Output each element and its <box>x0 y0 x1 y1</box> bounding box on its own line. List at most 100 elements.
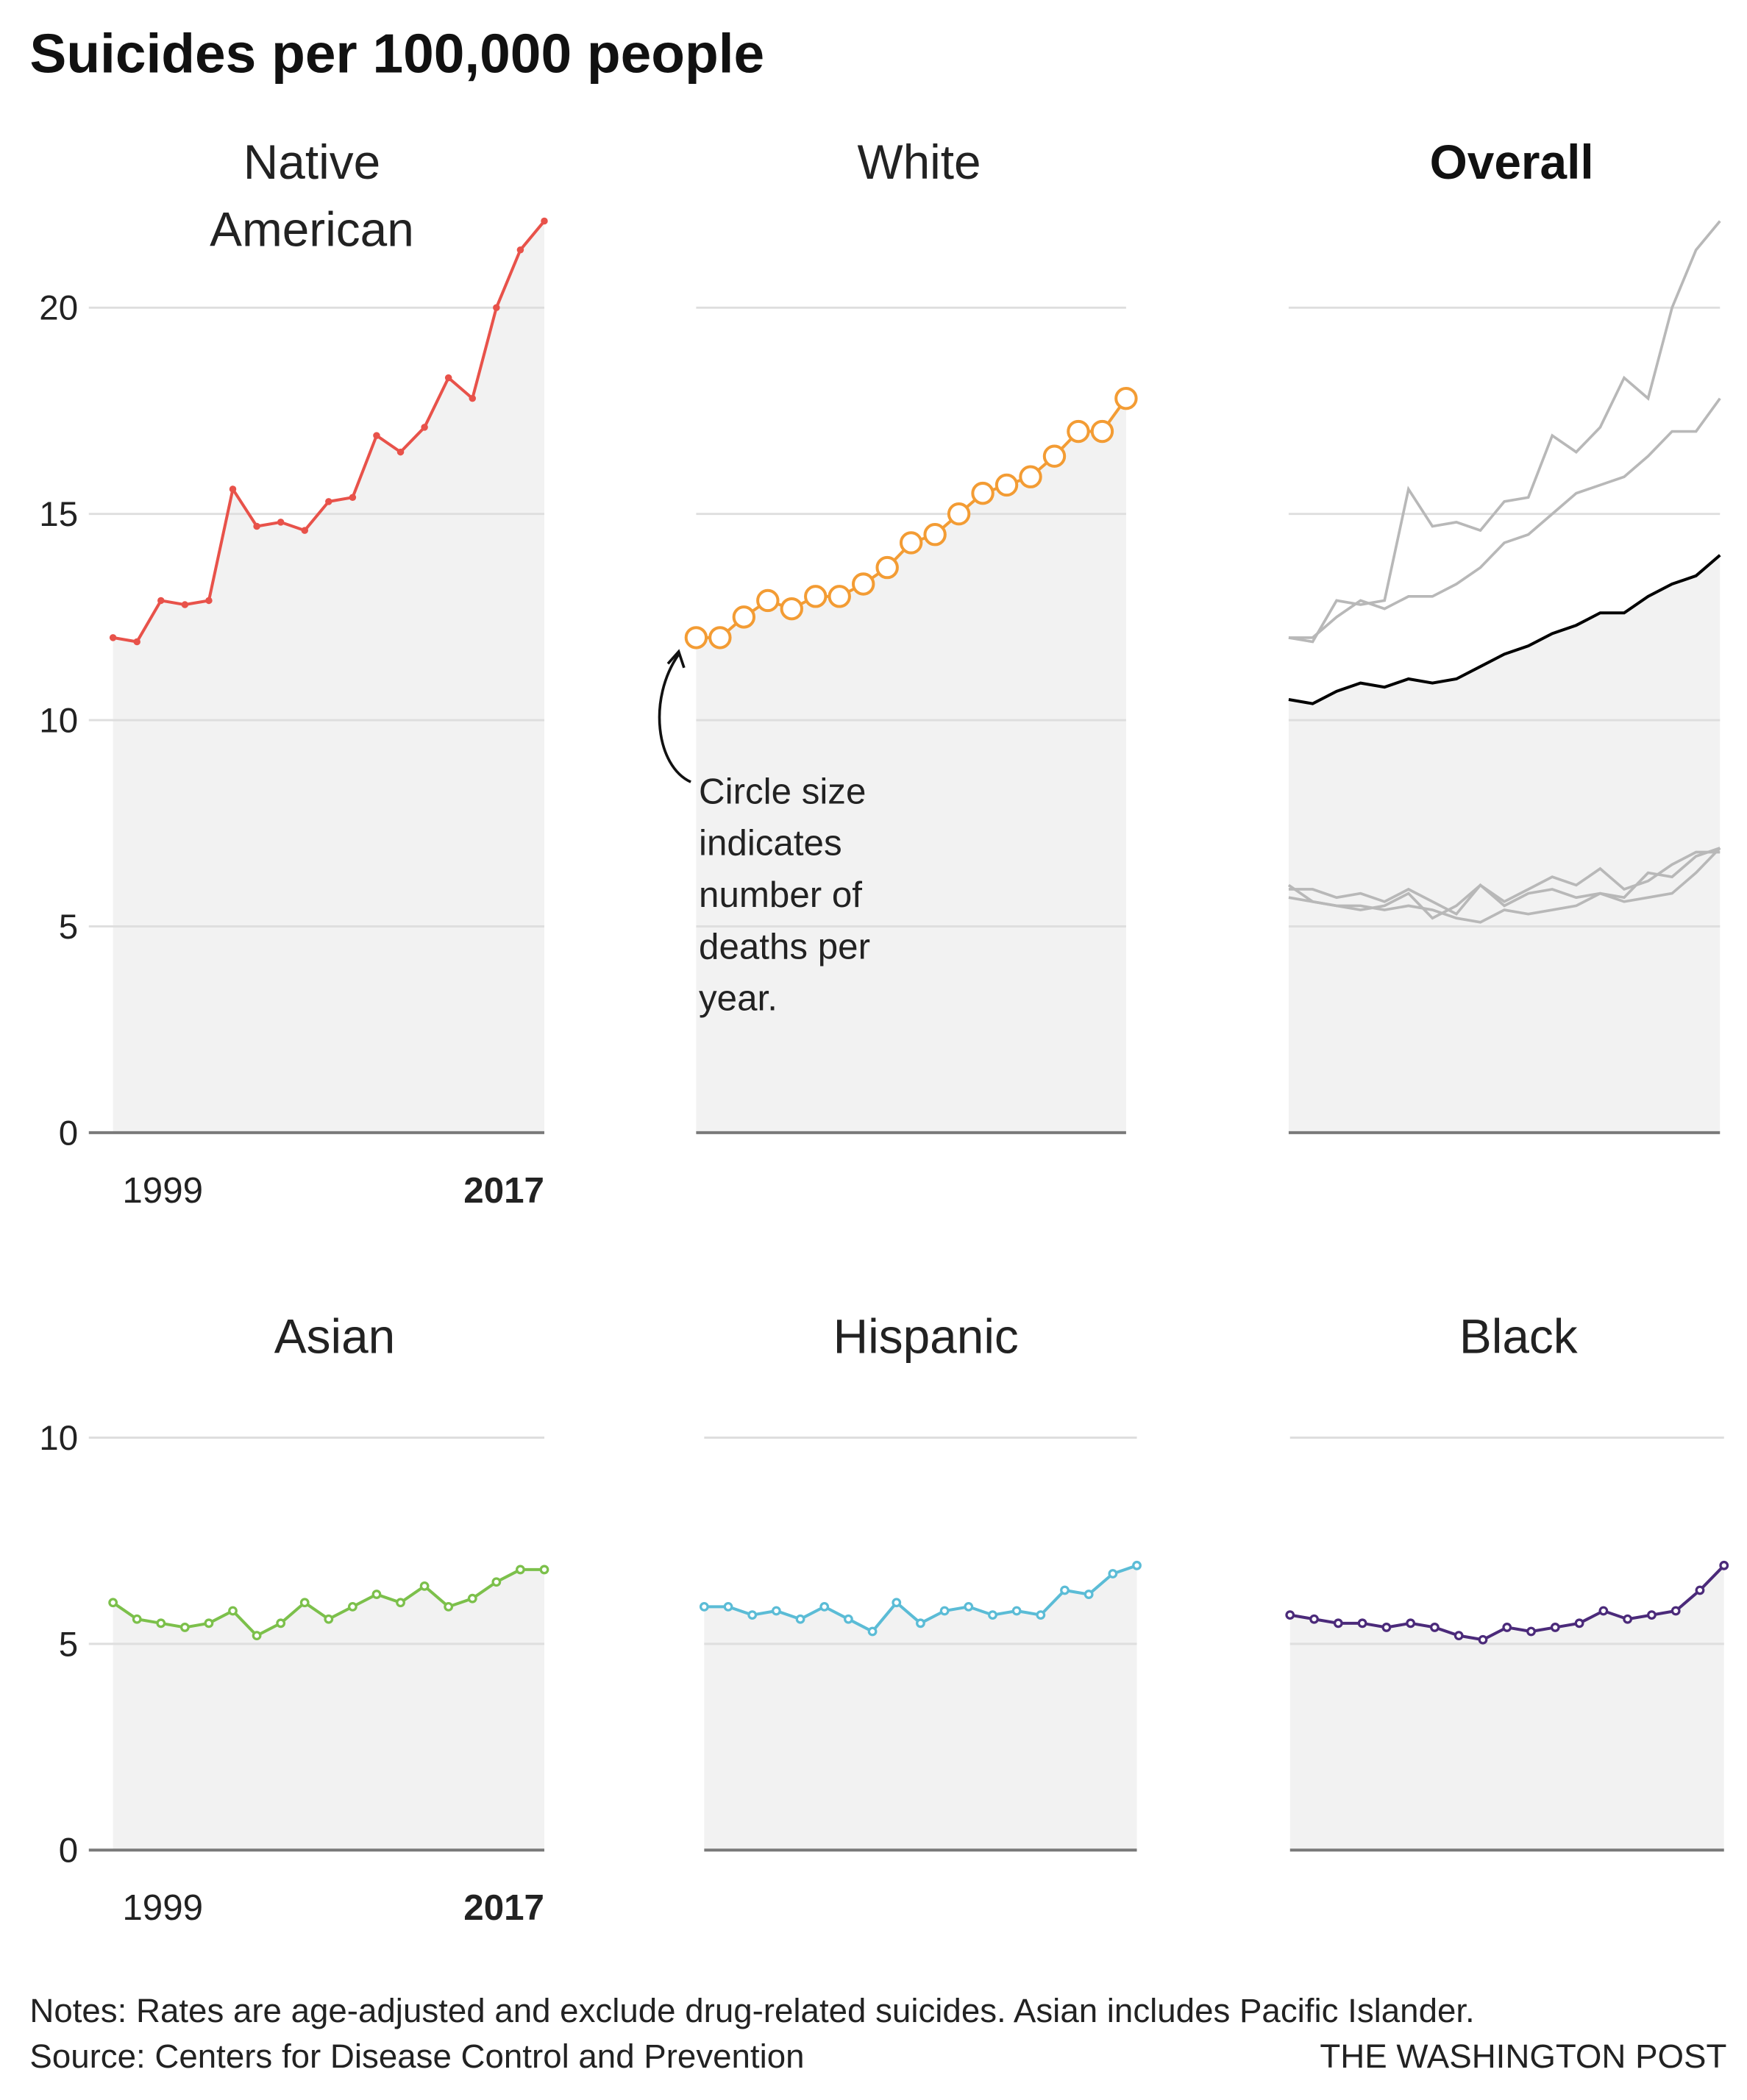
point <box>181 601 189 608</box>
panel-title: Native <box>243 135 380 189</box>
panel-title: American <box>210 202 414 256</box>
x-tick-label: 1999 <box>122 1170 203 1211</box>
point <box>1060 1585 1070 1595</box>
point <box>819 1602 830 1612</box>
point <box>1132 1560 1142 1570</box>
area <box>1288 555 1721 1133</box>
point <box>1623 1614 1633 1624</box>
point <box>253 522 260 530</box>
point <box>723 1602 733 1612</box>
y-tick-label: 5 <box>59 908 78 947</box>
point <box>467 1593 477 1604</box>
y-tick-label: 0 <box>59 1832 78 1871</box>
point <box>804 585 828 608</box>
panel-title: Hispanic <box>833 1309 1019 1363</box>
point <box>349 494 357 501</box>
point <box>851 572 875 596</box>
credit: THE WASHINGTON POST <box>1320 2037 1726 2075</box>
point <box>1309 1614 1319 1624</box>
point <box>995 473 1019 497</box>
point <box>1430 1623 1440 1632</box>
x-tick-label: 1999 <box>122 1887 203 1928</box>
context-line <box>1288 397 1721 639</box>
point <box>1719 1560 1729 1570</box>
point <box>541 217 548 225</box>
annotation: deaths per <box>699 926 870 967</box>
context-line <box>1287 850 1721 920</box>
point <box>964 1602 974 1612</box>
point <box>1036 1610 1046 1620</box>
y-tick-label: 10 <box>39 702 78 741</box>
context-line <box>1288 847 1721 916</box>
point <box>132 1614 142 1624</box>
area <box>1289 1565 1724 1851</box>
annotation: year. <box>699 978 778 1019</box>
point <box>156 1618 166 1629</box>
point <box>1357 1618 1367 1629</box>
arrow-curve <box>658 653 691 783</box>
point <box>179 1623 190 1632</box>
point <box>699 1602 709 1612</box>
point <box>867 1626 878 1637</box>
y-tick-label: 10 <box>39 1419 78 1458</box>
point <box>771 1606 781 1616</box>
point <box>1333 1618 1343 1629</box>
point <box>899 531 923 555</box>
point <box>276 1618 286 1629</box>
point <box>916 1618 925 1629</box>
point <box>844 1614 853 1624</box>
point <box>299 1598 310 1608</box>
point <box>988 1610 997 1620</box>
page-title: Suicides per 100,000 people <box>29 23 764 85</box>
annotation-arrow <box>658 649 691 783</box>
point <box>108 1598 118 1608</box>
point <box>1647 1610 1657 1620</box>
point <box>157 597 165 605</box>
area <box>704 1565 1137 1851</box>
point <box>923 523 947 547</box>
context-line <box>1288 847 1721 924</box>
y-tick-label: 5 <box>59 1625 78 1664</box>
point <box>277 519 285 526</box>
area <box>113 221 544 1133</box>
point <box>252 1631 262 1641</box>
point <box>1042 444 1067 468</box>
point <box>491 1577 502 1587</box>
point <box>795 1614 805 1624</box>
point <box>1084 1590 1094 1599</box>
point <box>708 626 732 649</box>
x-tick-label: 2017 <box>463 1887 544 1928</box>
point <box>1478 1634 1488 1645</box>
point <box>1019 465 1042 488</box>
point <box>1454 1631 1464 1641</box>
x-tick-label: 2017 <box>463 1170 544 1211</box>
point <box>396 1598 405 1608</box>
point <box>1108 1569 1118 1578</box>
point <box>1381 1623 1392 1632</box>
point <box>939 1606 950 1616</box>
point <box>516 1565 525 1575</box>
point <box>684 626 708 649</box>
point <box>516 246 524 254</box>
point <box>493 304 500 312</box>
point <box>109 634 117 641</box>
notes: Notes: Rates are age-adjusted and exclud… <box>29 1992 1474 2029</box>
point <box>421 424 428 431</box>
point <box>325 498 332 505</box>
area <box>113 1569 544 1851</box>
line <box>1288 554 1721 705</box>
point <box>732 605 756 629</box>
point <box>419 1581 430 1591</box>
point <box>875 555 899 580</box>
point <box>828 585 851 608</box>
point <box>1502 1623 1512 1632</box>
y-tick-label: 15 <box>39 495 78 534</box>
point <box>1526 1626 1536 1637</box>
point <box>1067 419 1090 444</box>
panel-title: Asian <box>274 1309 395 1363</box>
panel-title: Overall <box>1430 135 1594 189</box>
point <box>228 1606 238 1616</box>
point <box>373 432 380 439</box>
point <box>1574 1618 1584 1629</box>
area <box>696 398 1126 1133</box>
